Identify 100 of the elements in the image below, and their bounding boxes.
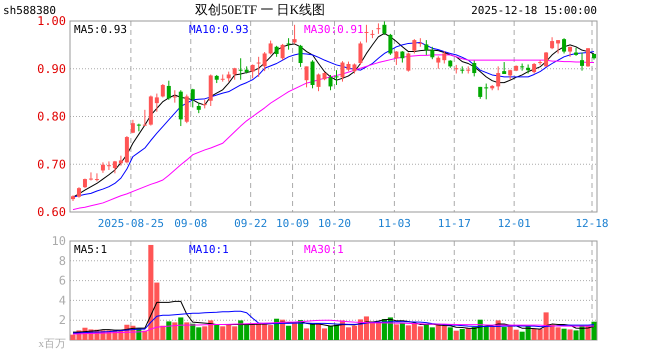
bar xyxy=(466,328,471,340)
y-tick-label: 10 xyxy=(52,234,66,248)
bar xyxy=(562,328,567,340)
bar xyxy=(591,322,597,340)
text: MA10:1 xyxy=(189,243,229,256)
candlestick xyxy=(346,61,350,72)
candlestick xyxy=(274,45,279,58)
candlestick xyxy=(118,155,123,166)
text: MA10:0.93 xyxy=(189,23,249,36)
text: 2025-12-18 15:00:00 xyxy=(471,4,597,17)
bar xyxy=(460,329,465,340)
y-axis-title: x百万 xyxy=(38,338,66,350)
x-tick-label: 11-17 xyxy=(438,217,471,230)
bar xyxy=(448,327,453,340)
candlestick xyxy=(190,88,195,108)
bar xyxy=(454,330,459,340)
bar xyxy=(172,322,178,340)
candlestick xyxy=(298,44,303,68)
candlestick xyxy=(550,36,554,50)
candlestick xyxy=(268,40,273,55)
bar xyxy=(274,318,280,340)
candlestick xyxy=(400,50,404,64)
candlestick xyxy=(352,63,356,74)
candlestick xyxy=(508,69,512,80)
candlestick xyxy=(436,56,440,70)
candlestick xyxy=(382,20,386,36)
candlestick xyxy=(544,52,548,68)
candlestick xyxy=(142,109,147,127)
y-tick-label: 0.90 xyxy=(37,62,66,76)
y-tick-label: 0.80 xyxy=(37,110,66,124)
candlestick xyxy=(250,64,255,79)
bar xyxy=(166,321,172,340)
candlestick xyxy=(172,90,177,104)
candlestick xyxy=(130,119,135,134)
bar xyxy=(184,322,190,340)
candlestick xyxy=(82,178,87,189)
candlestick xyxy=(364,24,368,43)
y-tick-label: 1.00 xyxy=(37,14,66,28)
candlestick xyxy=(412,38,416,54)
y-tick-label: 8 xyxy=(58,254,66,268)
candlestick xyxy=(160,84,165,98)
y-tick-label: 0.60 xyxy=(37,205,66,219)
candlestick xyxy=(226,71,231,82)
line-series xyxy=(72,300,595,333)
candlestick xyxy=(328,74,333,91)
text: MA30:0.91 xyxy=(304,23,364,36)
candlestick xyxy=(442,50,446,64)
y-tick-label: 4 xyxy=(58,293,66,308)
bar xyxy=(502,327,507,340)
text: MA5:1 xyxy=(74,243,108,256)
line-series xyxy=(72,310,595,334)
bar xyxy=(400,323,405,340)
candlestick xyxy=(424,40,428,56)
x-tick-label: 11-03 xyxy=(378,217,411,230)
candlestick xyxy=(154,93,159,112)
text: MA5:0.93 xyxy=(74,23,127,36)
x-tick-label: 10-09 xyxy=(276,217,310,230)
candlestick xyxy=(256,56,261,78)
candlestick xyxy=(556,40,560,54)
bar xyxy=(304,328,310,340)
candlestick xyxy=(376,22,380,34)
text: MA30:1 xyxy=(304,243,344,256)
candlestick xyxy=(586,48,590,68)
candlestick xyxy=(496,66,500,91)
candlestick xyxy=(112,160,117,174)
candlestick xyxy=(388,33,392,56)
candlestick xyxy=(580,52,584,72)
candlestick xyxy=(532,62,536,74)
bar xyxy=(214,324,220,340)
candlestick xyxy=(292,24,297,44)
bar xyxy=(178,317,184,340)
chart-title: 双创50ETF 一 日K线图 xyxy=(195,2,325,17)
bar xyxy=(310,324,316,340)
candlestick xyxy=(484,83,488,100)
candlestick xyxy=(316,73,321,92)
candlestick xyxy=(472,60,476,77)
x-tick-label: 09-22 xyxy=(234,217,268,230)
candlestick xyxy=(334,70,338,86)
candlestick xyxy=(280,43,285,61)
candlestick xyxy=(286,38,291,50)
bar xyxy=(292,323,298,340)
candlestick xyxy=(340,60,344,82)
candlestick xyxy=(430,46,434,60)
y-tick-label: 0.70 xyxy=(37,157,66,172)
candlestick xyxy=(394,50,398,66)
candlestick xyxy=(238,58,243,80)
bar xyxy=(286,326,292,340)
candlestick xyxy=(100,162,105,174)
x-tick-label: 10-20 xyxy=(318,217,352,230)
candlestick xyxy=(310,60,315,89)
candlestick xyxy=(76,186,81,198)
bar xyxy=(394,324,399,340)
candlestick xyxy=(232,67,237,80)
line-series xyxy=(72,320,595,335)
candlestick xyxy=(196,102,201,114)
x-tick-label: 12-01 xyxy=(498,217,531,230)
y-tick-label: 6 xyxy=(58,274,66,288)
candlestick xyxy=(136,123,141,132)
candlestick xyxy=(418,38,422,48)
x-tick-label: 12-18 xyxy=(575,217,609,230)
